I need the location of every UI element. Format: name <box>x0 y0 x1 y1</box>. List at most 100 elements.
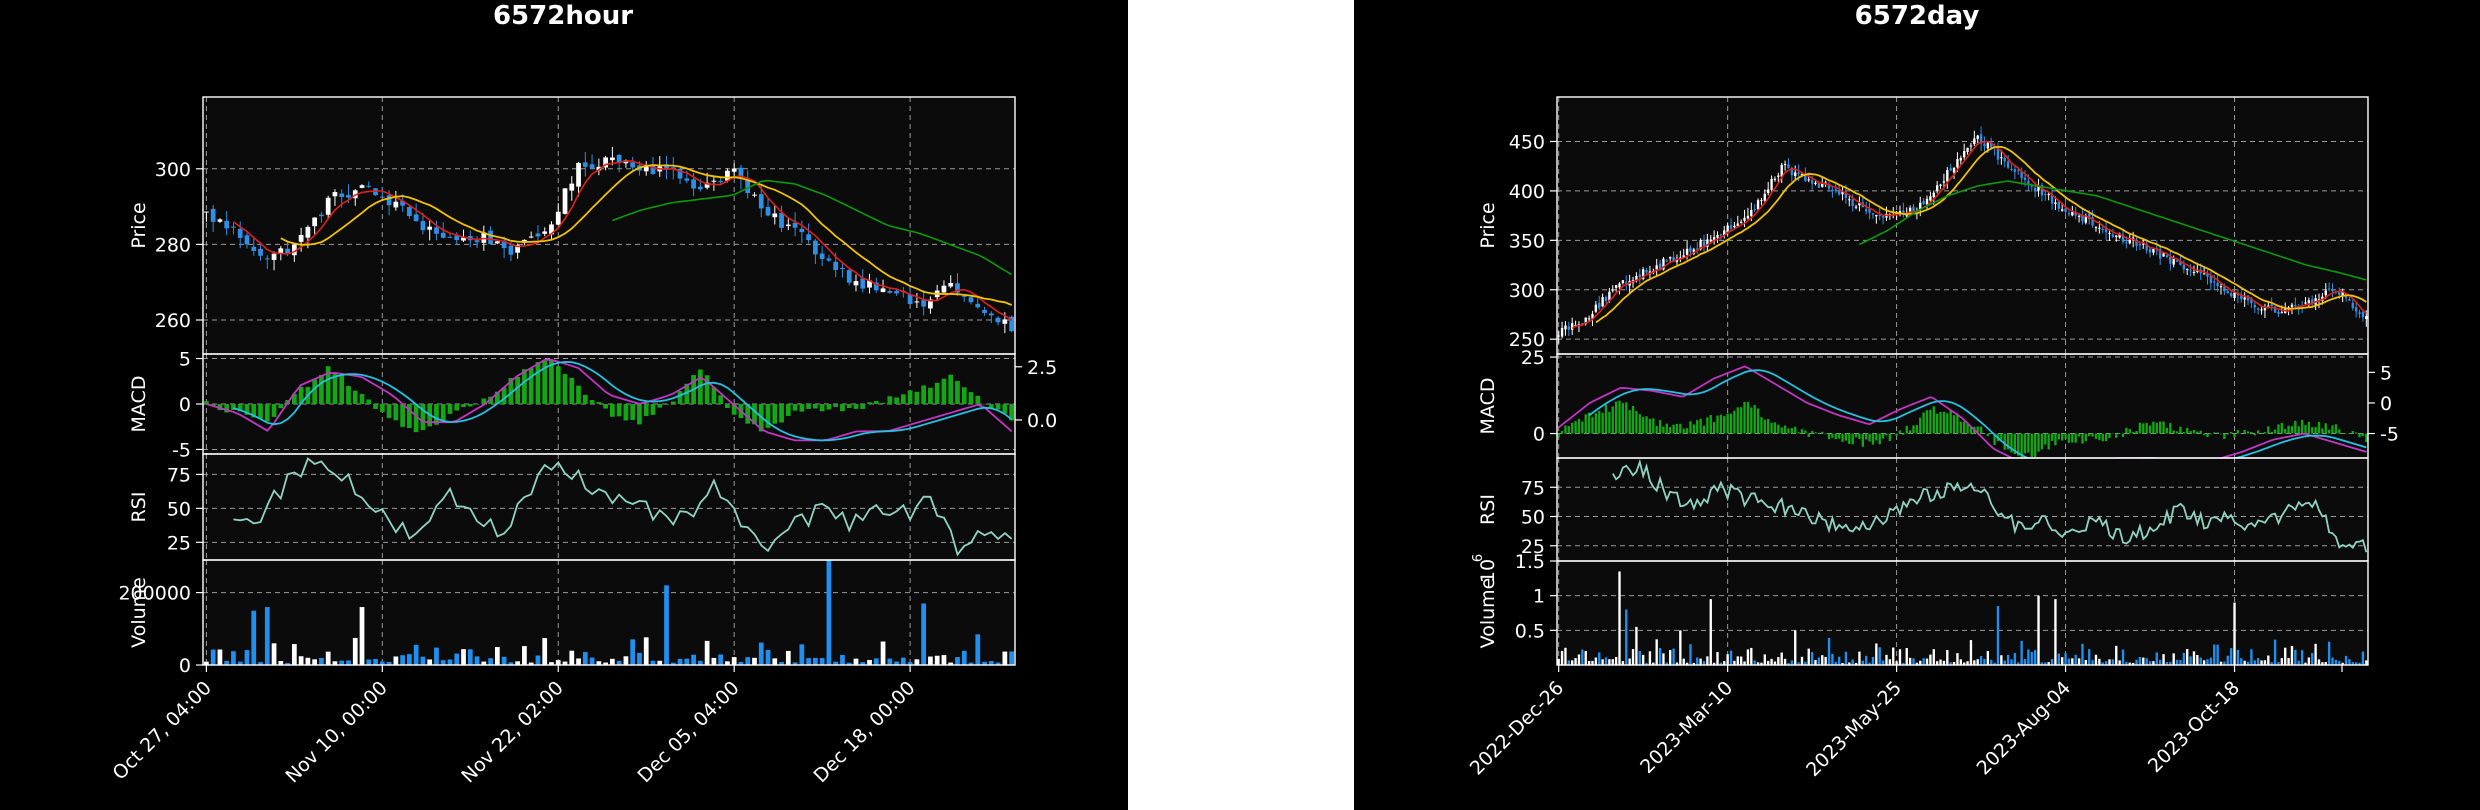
macd-hist-bar <box>630 404 636 420</box>
candle-body <box>1770 178 1773 190</box>
volume-bar <box>765 649 771 665</box>
candle-body <box>2050 194 2054 204</box>
volume-bar <box>2074 654 2077 665</box>
volume-bar <box>2084 659 2088 665</box>
volume-bar <box>2047 662 2050 665</box>
volume-bar <box>1773 661 1777 665</box>
y-tick-label: 25 <box>167 532 191 554</box>
macd-hist-bar <box>569 377 575 404</box>
candle-body <box>1780 164 1783 177</box>
candle-body <box>1567 326 1571 330</box>
macd-hist-bar <box>697 369 703 404</box>
volume-bar <box>2348 659 2351 665</box>
candle-body <box>1908 207 1912 215</box>
macd-hist-bar <box>785 404 791 416</box>
candle-body <box>2142 243 2145 245</box>
macd-hist-bar <box>934 382 940 404</box>
candle-body <box>785 224 791 227</box>
rsi-line <box>1612 458 2368 553</box>
macd-hist-bar <box>2088 433 2091 436</box>
price-axes-background <box>203 97 1015 354</box>
macd-hist-bar <box>596 402 602 404</box>
macd-hist-bar <box>799 404 805 412</box>
volume-bar <box>697 660 703 665</box>
macd-hist-bar <box>1922 412 1925 434</box>
candle-body <box>1581 323 1584 325</box>
volume-bar <box>1821 655 1824 665</box>
macd-hist-bar <box>2030 433 2033 458</box>
macd-hist-bar <box>2169 423 2172 434</box>
volume-bar <box>704 640 710 665</box>
macd-hist-bar <box>2341 433 2344 434</box>
candle-body <box>1638 274 1641 278</box>
volume-bar <box>1577 654 1581 665</box>
macd-hist-bar <box>867 402 872 404</box>
macd-hist-bar <box>840 404 845 412</box>
macd-hist-bar <box>1878 433 1881 445</box>
volume-bar <box>955 657 960 665</box>
volume-bar <box>1844 651 1848 665</box>
macd-hist-bar <box>2229 431 2233 434</box>
volume-bar <box>745 657 751 665</box>
candle-body <box>1618 283 1621 288</box>
volume-bar <box>1908 657 1912 665</box>
candle-body <box>1837 191 1841 195</box>
volume-bar <box>2061 657 2064 665</box>
macd-hist-bar <box>704 375 710 404</box>
volume-bar <box>779 662 784 665</box>
macd-hist-bar <box>522 369 527 404</box>
volume-bar <box>278 660 284 665</box>
macd-hist-bar <box>819 404 825 412</box>
volume-bar <box>1939 659 1942 665</box>
volume-bar <box>305 657 311 665</box>
macd-hist-bar <box>1952 415 1956 434</box>
candle-body <box>1898 211 1902 213</box>
macd-hist-bar <box>1557 433 1560 438</box>
volume-bar <box>2327 641 2331 665</box>
candle-body <box>1952 167 1956 173</box>
macd-panel: 0 25 -5 0 5 MACD <box>1477 347 2399 472</box>
macd-hist-bar <box>1915 425 1919 434</box>
candle-body <box>2013 169 2017 172</box>
macd-hist-bar <box>1817 432 1821 434</box>
macd-hist-bar <box>1814 432 1817 434</box>
volume-bar <box>400 655 405 665</box>
macd-hist-bar <box>1621 403 1625 434</box>
volume-bar <box>1895 661 1898 665</box>
volume-bar <box>589 657 595 665</box>
macd-hist-bar <box>2223 433 2226 439</box>
y-tick-label: 200000 <box>118 583 191 605</box>
macd-hist-bar <box>1614 401 1618 434</box>
volume-bar <box>440 660 446 665</box>
volume-bar <box>1780 652 1783 665</box>
volume-bar <box>2243 660 2246 665</box>
macd-hist-bar <box>731 404 737 415</box>
volume-bar <box>1969 640 1973 665</box>
macd-hist-bar <box>1854 433 1858 438</box>
macd-hist-bar <box>2287 425 2290 434</box>
candle-body <box>2000 157 2003 159</box>
macd-hist-bar <box>2050 433 2054 441</box>
volume-bar <box>2027 649 2030 665</box>
candle-body <box>2341 291 2344 297</box>
volume-bar <box>1604 657 1608 665</box>
volume-bar <box>948 662 954 665</box>
volume-bar <box>2118 660 2121 665</box>
volume-bar <box>264 607 270 665</box>
macd-hist-bar <box>447 404 453 414</box>
macd-hist-bar <box>1905 425 1908 434</box>
candle-body <box>2246 295 2250 301</box>
volume-bar <box>650 660 656 665</box>
volume-bar <box>623 656 629 665</box>
volume-bar <box>1750 647 1753 665</box>
macd-hist-bar <box>494 391 500 404</box>
volume-bar <box>535 655 541 665</box>
macd-hist-bar <box>2327 429 2331 434</box>
macd-hist-bar <box>1669 427 1672 434</box>
volume-bar <box>1976 659 1979 665</box>
macd-hist-bar <box>2331 425 2334 434</box>
macd-hist-bar <box>2131 431 2135 434</box>
macd-hist-bar <box>2175 431 2179 434</box>
candle-body <box>2229 293 2233 297</box>
